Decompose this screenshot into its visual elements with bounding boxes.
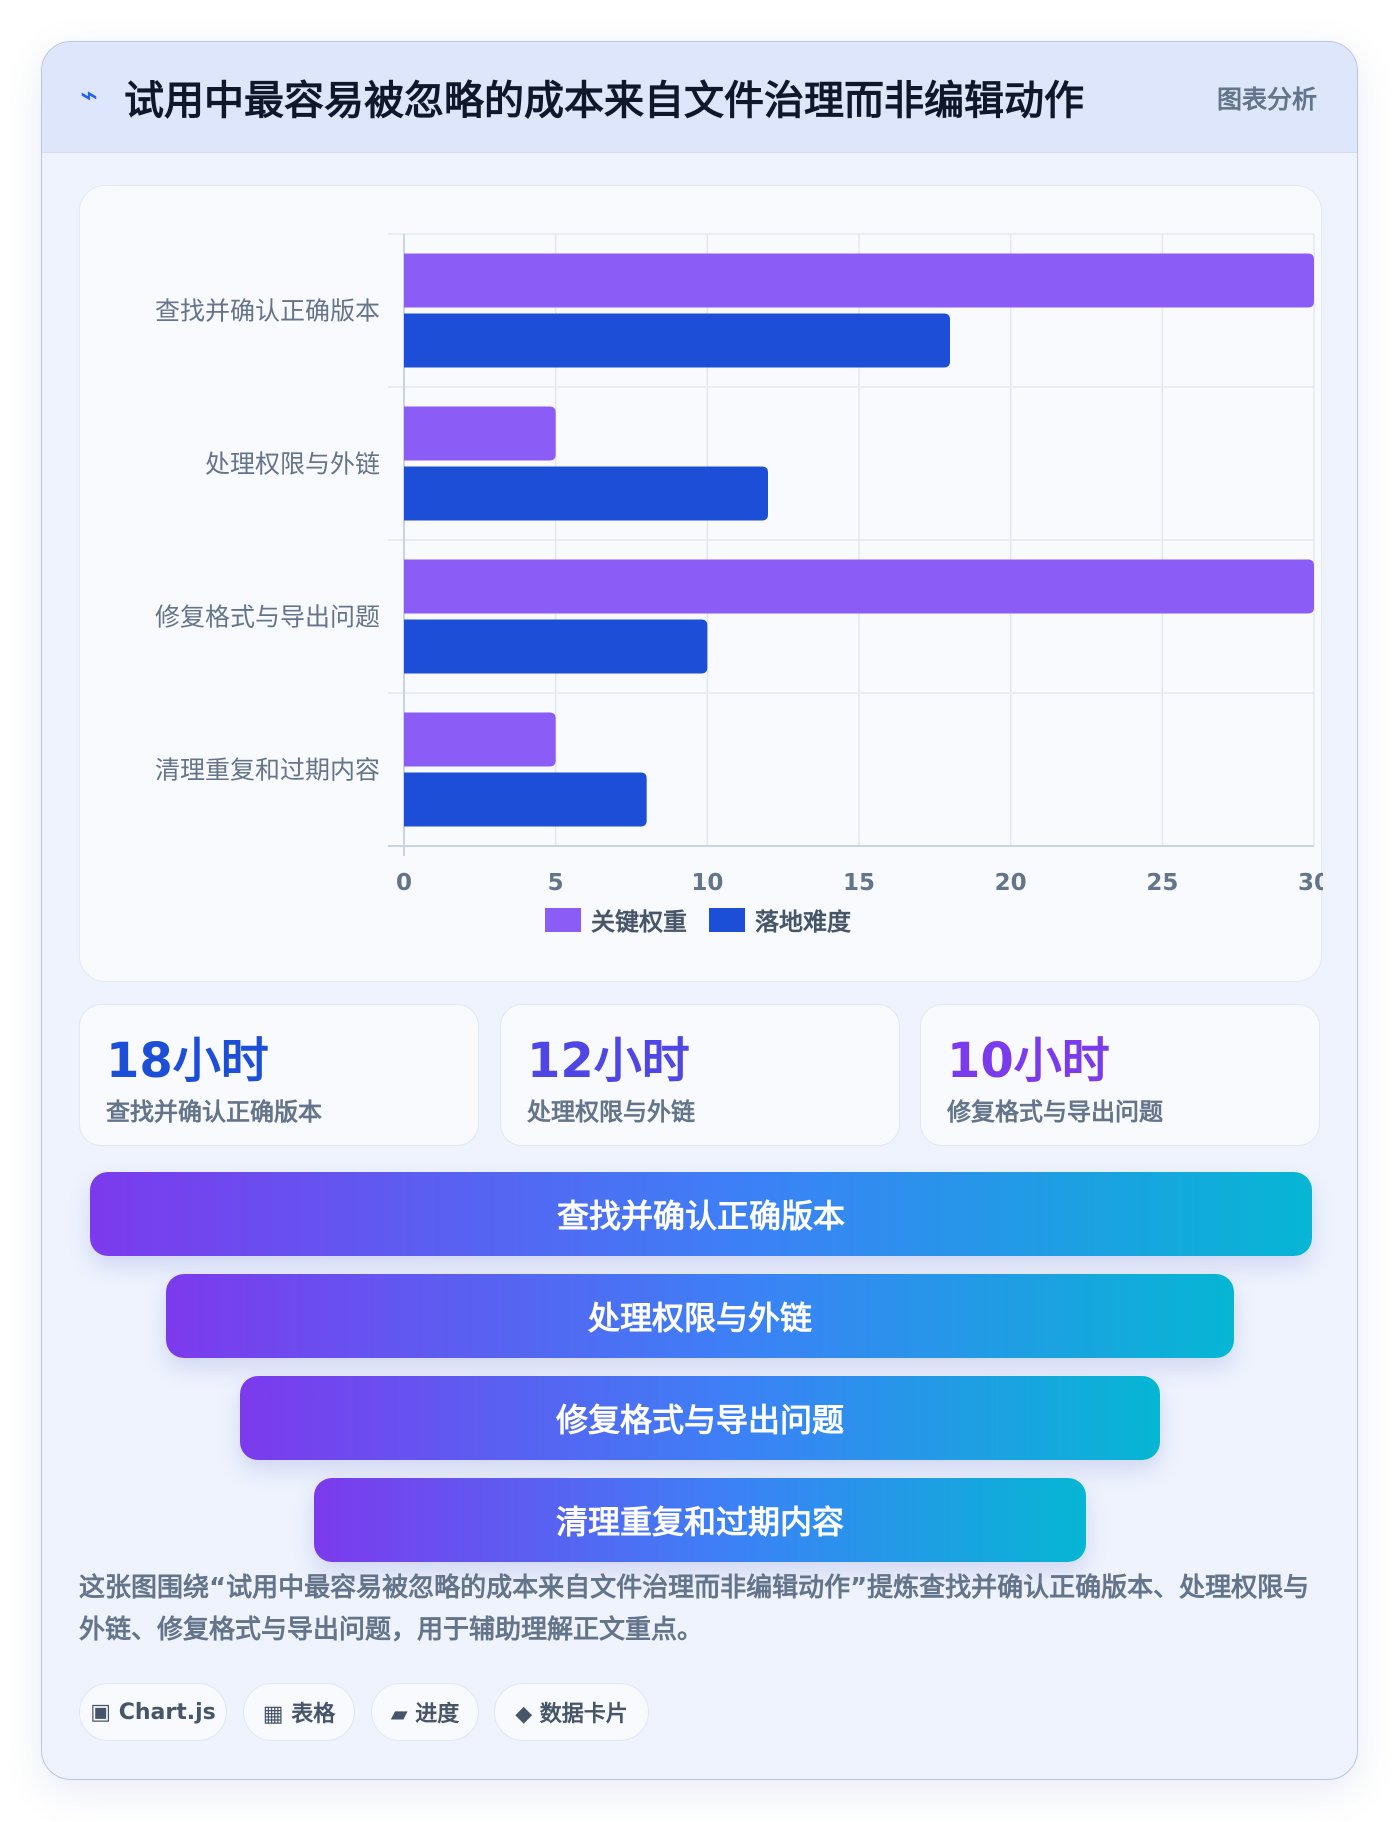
- bar-2-1: [404, 313, 950, 368]
- legend-label: 落地难度: [755, 908, 852, 936]
- card-header: ⌁ 试用中最容易被忽略的成本来自文件治理而非编辑动作 图表分析: [42, 42, 1357, 153]
- stat-value: 12小时: [527, 1033, 690, 1089]
- description-text: 这张图围绕“试用中最容易被忽略的成本来自文件治理而非编辑动作”提炼查找并确认正确…: [79, 1573, 1310, 1645]
- legend-label: 关键权重: [591, 908, 687, 936]
- stat-label: 修复格式与导出问题: [947, 1098, 1163, 1126]
- stat-value: 18小时: [106, 1033, 269, 1089]
- bar-2-2: [404, 466, 768, 521]
- funnel-stage-2: 处理权限与外链: [166, 1274, 1234, 1358]
- x-tick-label: 0: [396, 870, 412, 896]
- funnel-stage-4: 清理重复和过期内容: [314, 1478, 1086, 1562]
- bar-1-1: [404, 253, 1314, 308]
- chart-panel: 查找并确认正确版本处理权限与外链修复格式与导出问题 清理重复和过期内容 0 5 10 15…: [79, 185, 1323, 982]
- bar-1-3: [404, 559, 1314, 614]
- bar-1-4: [404, 712, 556, 767]
- stat-card-1: 18小时 查找并确认正确版本: [79, 1004, 479, 1146]
- tag-data-cards[interactable]: ◆ 数据卡片: [494, 1683, 649, 1741]
- tag-chartjs[interactable]: ▣ Chart.js: [79, 1683, 227, 1741]
- bar-1-2: [404, 406, 556, 461]
- tag-progress[interactable]: ▰ 进度: [371, 1683, 479, 1741]
- tag-table[interactable]: ▦ 表格: [243, 1683, 355, 1741]
- x-tick-label: 5: [548, 870, 564, 896]
- x-tick-label: 10: [691, 870, 723, 896]
- bar-2-3: [404, 619, 708, 674]
- bar-2-4: [404, 772, 647, 827]
- funnel-stage-3: 修复格式与导出问题: [240, 1376, 1160, 1460]
- legend-swatch: [709, 908, 745, 932]
- stat-label: 处理权限与外链: [527, 1098, 695, 1126]
- stat-card-2: 12小时 处理权限与外链: [500, 1004, 900, 1146]
- x-tick-label: 25: [1146, 870, 1178, 896]
- stat-label: 查找并确认正确版本: [106, 1098, 322, 1126]
- stat-value: 10小时: [947, 1033, 1110, 1089]
- stat-card-3: 10小时 修复格式与导出问题: [920, 1004, 1320, 1146]
- legend-swatch: [545, 908, 581, 932]
- page-title: 试用中最容易被忽略的成本来自文件治理而非编辑动作: [124, 78, 1084, 124]
- x-tick-label: 15: [843, 870, 875, 896]
- infographic-card: ⌁ 试用中最容易被忽略的成本来自文件治理而非编辑动作 图表分析 查找并确认正确版…: [41, 41, 1358, 1780]
- category-label: 清理重复和过期内容: [155, 756, 380, 785]
- x-tick-label: 20: [995, 870, 1027, 896]
- funnel-stage-1: 查找并确认正确版本: [90, 1172, 1312, 1256]
- category-label: 处理权限与外链: [205, 450, 380, 479]
- category-label: 修复格式与导出问题: [155, 603, 380, 632]
- lightning-icon: ⌁: [80, 78, 99, 113]
- header-badge: 图表分析: [1216, 85, 1317, 114]
- category-label: 查找并确认正确版本: [155, 297, 380, 326]
- x-tick-label: 30: [1298, 870, 1323, 896]
